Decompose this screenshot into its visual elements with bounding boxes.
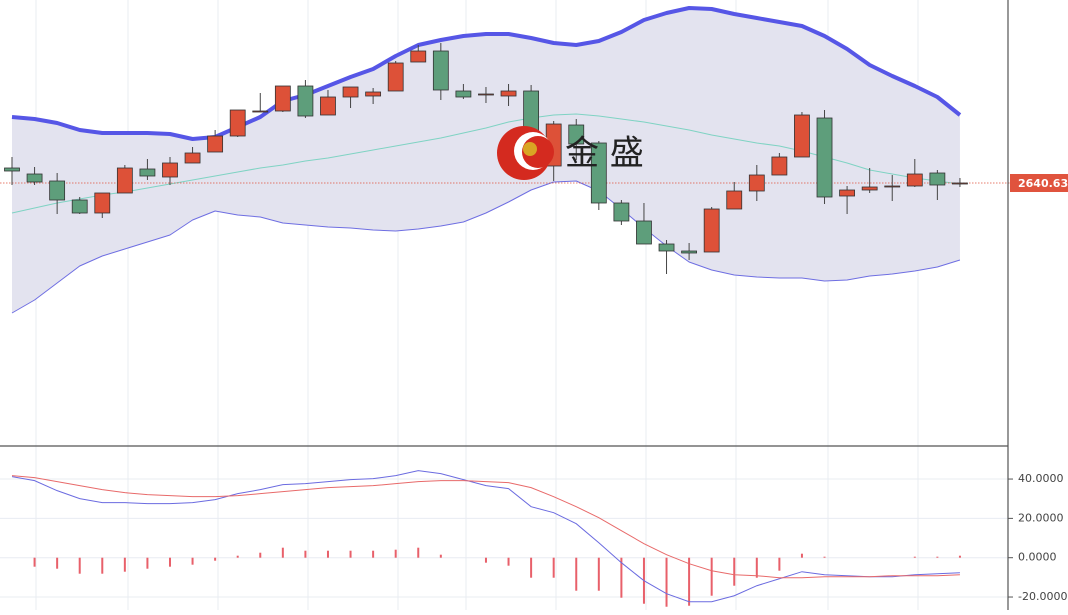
- candle-body: [771, 156, 788, 176]
- candle-body: [636, 220, 652, 245]
- price-label: 2640.630: [1018, 177, 1068, 190]
- candle-body: [71, 199, 88, 214]
- histogram-bar: [259, 552, 262, 558]
- histogram-bar: [936, 556, 939, 558]
- histogram-bar: [304, 550, 307, 558]
- candle-body: [839, 189, 855, 197]
- candle-body: [252, 110, 269, 113]
- candle-body: [455, 90, 472, 98]
- candle-body: [794, 114, 810, 158]
- histogram-bar: [191, 557, 194, 565]
- axis-labels: 2640.630 40.0000 20.0000 0.0000 -20.0000: [1008, 174, 1068, 603]
- band-line: [11, 6, 962, 141]
- candle-body: [410, 50, 427, 63]
- y-tick-label: 20.0000: [1018, 511, 1064, 524]
- candle-body: [94, 192, 111, 214]
- price-label-box: [1010, 174, 1068, 192]
- histogram-bar: [575, 557, 578, 591]
- histogram-bar: [823, 556, 826, 558]
- candle-body: [816, 117, 833, 198]
- histogram-bar: [755, 557, 758, 578]
- histogram-bar: [372, 550, 375, 558]
- watermark: 金 盛: [497, 126, 644, 180]
- candle-body: [184, 152, 201, 164]
- histogram-bar: [800, 553, 803, 558]
- candle-body: [274, 85, 291, 112]
- histogram-bar: [417, 547, 420, 558]
- y-tick-label: -20.0000: [1018, 590, 1067, 603]
- histogram-bar: [552, 557, 555, 578]
- candle-body: [861, 186, 878, 191]
- histogram-bar: [958, 555, 961, 558]
- candle-body: [4, 167, 20, 172]
- y-tick-label: 40.0000: [1018, 472, 1064, 485]
- y-tick-label: 0.0000: [1018, 551, 1057, 564]
- candle-body: [929, 172, 946, 186]
- candle-body: [320, 96, 336, 116]
- histogram-bar: [394, 549, 397, 558]
- macd-line: [11, 470, 960, 603]
- histogram-bar: [620, 557, 623, 598]
- histogram-bar: [665, 557, 668, 607]
- candle-body: [387, 62, 404, 92]
- histogram-bar: [778, 557, 781, 571]
- candle-body: [297, 85, 314, 117]
- histogram-bar: [168, 557, 171, 567]
- candle-body: [590, 142, 607, 204]
- macd-panel: [0, 470, 1008, 607]
- candle-body: [748, 174, 765, 192]
- candle-body: [432, 50, 449, 91]
- candle-body: [658, 243, 675, 252]
- histogram-bar: [281, 547, 284, 558]
- candle-body: [703, 208, 720, 253]
- candle-body: [229, 109, 246, 137]
- macd-line: [11, 475, 960, 579]
- histogram-bar: [530, 557, 533, 578]
- histogram-bar: [733, 557, 736, 586]
- candle-body: [478, 93, 494, 96]
- candle-body: [162, 162, 178, 178]
- histogram-bar: [214, 557, 217, 561]
- candle-body: [884, 185, 901, 188]
- histogram-bar: [33, 557, 36, 567]
- histogram-bar: [507, 557, 510, 566]
- candle-body: [681, 250, 697, 254]
- histogram-bar: [78, 557, 81, 574]
- band-fill: [12, 8, 960, 313]
- watermark-text: 金 盛: [565, 134, 644, 174]
- histogram-bar: [101, 557, 104, 574]
- histogram-bar: [484, 557, 487, 563]
- histogram-bar: [688, 557, 691, 606]
- candle-body: [139, 168, 156, 177]
- band-line: [11, 180, 961, 314]
- histogram-bar: [236, 555, 239, 558]
- candle-body: [906, 173, 923, 187]
- main-panel: [0, 6, 1068, 314]
- candle-body: [116, 167, 133, 194]
- histogram-bar: [439, 554, 442, 558]
- histogram-bar: [710, 557, 713, 596]
- candle-body: [726, 190, 743, 210]
- candle-body: [49, 180, 66, 201]
- candle-body: [568, 124, 585, 145]
- histogram-bar: [326, 550, 329, 558]
- histogram-bar: [913, 556, 916, 558]
- histogram-bar: [597, 557, 600, 591]
- candle-body: [342, 86, 359, 98]
- histogram-bar: [349, 550, 352, 558]
- candle-body: [26, 173, 43, 183]
- candle-body: [207, 135, 224, 153]
- candle-body: [365, 91, 382, 97]
- candle-body: [952, 182, 968, 185]
- histogram-bar: [123, 557, 126, 572]
- histogram-bar: [146, 557, 149, 569]
- candle-body: [500, 90, 517, 97]
- histogram-bar: [56, 557, 59, 569]
- candle-body: [613, 202, 630, 222]
